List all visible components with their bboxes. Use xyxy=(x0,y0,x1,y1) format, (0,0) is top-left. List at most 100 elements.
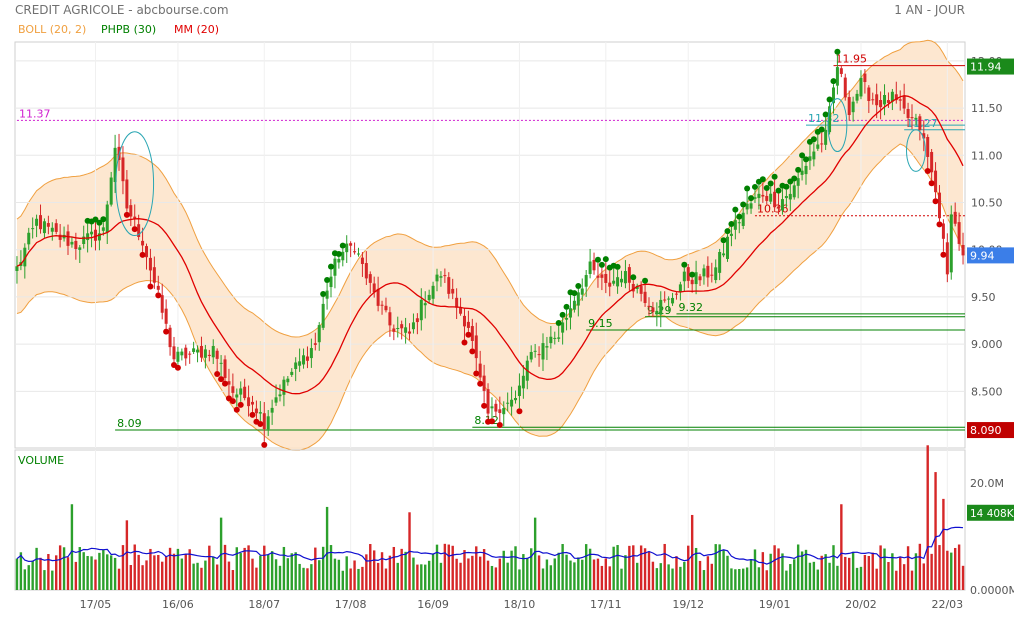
volume-bar xyxy=(533,517,537,590)
volume-bar xyxy=(655,568,659,590)
volume-bar xyxy=(345,556,348,590)
volume-bar xyxy=(553,558,556,590)
candle-body xyxy=(533,350,537,352)
volume-bar xyxy=(616,545,619,590)
candle-body xyxy=(514,397,518,401)
phpb-high-marker xyxy=(767,180,774,187)
candle-body xyxy=(757,193,761,199)
phpb-low-marker xyxy=(139,251,146,258)
candle-body xyxy=(616,277,620,287)
volume-bar xyxy=(953,547,957,590)
phpb-high-marker xyxy=(736,213,743,220)
candle-body xyxy=(145,246,149,258)
candle-body xyxy=(254,408,258,414)
volume-bar xyxy=(946,550,949,590)
volume-bar xyxy=(137,554,140,590)
candle-body xyxy=(321,303,325,328)
candle-body xyxy=(368,274,372,283)
volume-bar xyxy=(675,556,678,590)
volume-bar xyxy=(259,555,262,590)
candle-body xyxy=(529,351,533,360)
volume-bar xyxy=(180,558,184,590)
candle-body xyxy=(93,229,97,241)
volume-bar xyxy=(427,560,431,590)
volume-bar xyxy=(863,554,867,590)
candle-body xyxy=(729,233,733,236)
volume-bar xyxy=(439,562,443,590)
volume-bar xyxy=(526,557,529,590)
volume-bar xyxy=(192,563,195,590)
volume-bar xyxy=(647,552,651,590)
candle-body xyxy=(808,156,812,161)
candle-body xyxy=(455,297,459,308)
legend-phpb: PHPB (30) xyxy=(101,23,156,36)
candle-body xyxy=(898,99,902,101)
candle-body xyxy=(671,297,675,304)
phpb-high-marker xyxy=(594,256,601,263)
volume-bar xyxy=(738,568,741,590)
volume-bar xyxy=(329,545,333,590)
candle-body xyxy=(439,276,443,278)
candle-body xyxy=(678,284,682,293)
candle-body xyxy=(835,67,839,86)
candle-body xyxy=(39,215,43,230)
volume-bar xyxy=(369,544,372,590)
volume-bar xyxy=(867,555,871,590)
phpb-low-marker xyxy=(233,406,240,413)
candle-body xyxy=(188,353,192,355)
volume-bar xyxy=(318,560,321,590)
candle-body xyxy=(855,93,859,101)
volume-last-badge xyxy=(967,504,1014,521)
volume-bar xyxy=(730,568,733,590)
candle-body xyxy=(266,416,270,430)
phpb-high-marker xyxy=(775,187,782,194)
volume-bar xyxy=(141,565,144,590)
phpb-low-marker xyxy=(237,401,244,408)
level-label-10.36: 10.36 xyxy=(757,203,789,216)
volume-bar xyxy=(545,559,549,590)
candle-body xyxy=(380,304,384,306)
candle-body xyxy=(941,223,945,239)
candle-body xyxy=(847,97,851,116)
candle-body xyxy=(431,285,435,299)
candle-body xyxy=(883,94,887,105)
candle-body xyxy=(243,386,247,399)
phpb-low-marker xyxy=(131,226,138,233)
volume-bar xyxy=(94,559,97,590)
candle-body xyxy=(462,315,466,327)
volume-bar xyxy=(757,567,761,590)
volume-bar xyxy=(459,562,462,590)
candle-body xyxy=(129,205,133,217)
volume-bar xyxy=(934,472,937,590)
candle-body xyxy=(871,99,875,101)
candle-body xyxy=(23,247,27,267)
volume-bar xyxy=(282,546,286,590)
candle-body xyxy=(647,305,651,308)
phpb-high-marker xyxy=(324,276,331,283)
volume-bar xyxy=(455,558,458,590)
candle-body xyxy=(360,257,364,264)
phpb-high-marker xyxy=(826,96,833,103)
volume-bar xyxy=(475,546,478,590)
period-label: 1 AN - JOUR xyxy=(894,3,965,17)
phpb-low-marker xyxy=(257,420,264,427)
candle-body xyxy=(211,345,215,358)
candle-body xyxy=(910,117,914,119)
candle-body xyxy=(470,326,474,341)
volume-bar xyxy=(659,563,662,590)
volume-bar xyxy=(808,562,812,590)
candle-body xyxy=(423,303,427,306)
candle-body xyxy=(537,354,541,356)
volume-bar xyxy=(851,551,855,590)
volume-bar xyxy=(828,562,831,590)
volume-bar xyxy=(698,560,702,590)
volume-bar xyxy=(447,544,450,590)
candle-body xyxy=(435,274,439,282)
volume-bar xyxy=(78,547,81,590)
volume-bar xyxy=(372,550,376,590)
candle-body xyxy=(643,291,647,304)
candle-body xyxy=(341,251,345,261)
date-tick-label: 20/02 xyxy=(845,598,877,611)
pattern-ellipse xyxy=(115,131,155,237)
